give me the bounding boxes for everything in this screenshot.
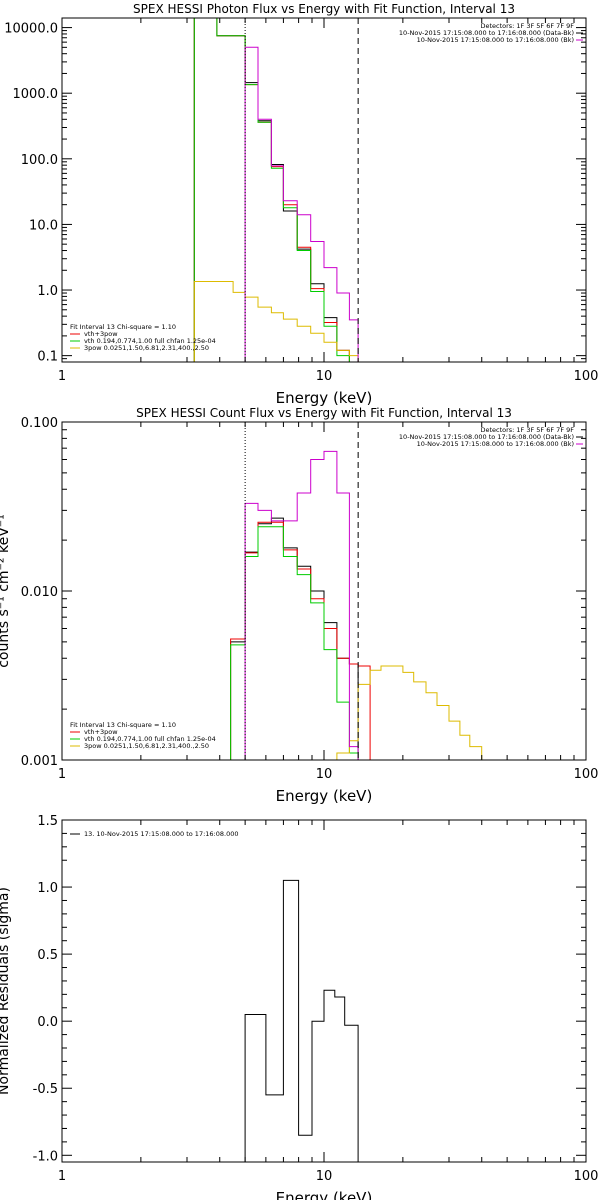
series-vth-line [230, 526, 359, 760]
series-vth-3pow-line [230, 521, 371, 760]
y-axis-label: counts s⁻¹ cm⁻² keV⁻¹ [0, 514, 12, 668]
y-tick-label: 0.0 [37, 1015, 58, 1030]
series-group [230, 450, 493, 760]
series-3pow-line [336, 665, 493, 760]
legend-entry: vth+3pow [84, 330, 118, 338]
legend-entry: 13. 10-Nov-2015 17:15:08.000 to 17:16:08… [84, 830, 238, 838]
x-tick-label: 100 [574, 767, 599, 782]
y-tick-label: 0.5 [37, 948, 58, 963]
chart-panel-2: 1 10 100 Energy (keV) 0.001 0.010 0.100 counts … [0, 406, 598, 805]
y-tick-label: 0.001 [21, 754, 58, 769]
legend-entry: vth 0.194,0.774,1.00 full chfan 1.25e-04 [84, 735, 216, 743]
chart-panel-3: 1 10 100 Energy (keV) -1.0 -0.5 0.0 0.5 1.0 1.5 No… [0, 814, 598, 1200]
legend-entry: Fit Interval 13 Chi-square = 1.10 [70, 323, 176, 331]
series-background-line [244, 46, 359, 362]
legend-entry: vth+3pow [84, 728, 118, 736]
y-tick-label: 0.1 [37, 350, 58, 365]
legend-entry: Fit Interval 13 Chi-square = 1.10 [70, 721, 176, 729]
series-group [244, 879, 359, 1162]
info-line: 10-Nov-2015 17:15:08.000 to 17:16:08.000… [399, 433, 574, 441]
x-tick-label: 1 [58, 767, 66, 782]
chart-title: SPEX HESSI Count Flux vs Energy with Fit… [136, 406, 512, 420]
y-tick-label: 1000.0 [13, 87, 59, 102]
legend-entry: 3pow 0.0251,1.50,6.81,2.31,400.,2.50 [84, 344, 209, 352]
x-axis-label: Energy (keV) [276, 787, 373, 805]
info-line: 10-Nov-2015 17:15:08.000 to 17:16:08.000… [399, 29, 574, 37]
x-axis-label: Energy (keV) [276, 1189, 373, 1200]
y-tick-label: -0.5 [33, 1082, 58, 1097]
legend-entry: vth 0.194,0.774,1.00 full chfan 1.25e-04 [84, 337, 216, 345]
series-data-line [230, 517, 359, 760]
y-tick-label: -1.0 [33, 1149, 58, 1164]
y-tick-label: 10000.0 [4, 22, 58, 37]
info-line: 10-Nov-2015 17:15:08.000 to 17:16:08.000… [417, 36, 574, 44]
y-tick-label: 1.0 [37, 284, 58, 299]
series-3pow-line [193, 281, 359, 362]
y-tick-label: 10.0 [29, 218, 58, 233]
y-tick-label: 0.100 [21, 416, 58, 431]
y-tick-label: 100.0 [21, 153, 58, 168]
info-line: Detectors: 1F 3F 5F 6F 7F 9F [480, 426, 574, 434]
x-tick-label: 10 [316, 369, 333, 384]
y-axis-label: Normalized Residuals (sigma) [0, 887, 12, 1095]
y-tick-label: 1.5 [37, 814, 58, 829]
x-tick-label: 100 [574, 369, 599, 384]
series-background-line [244, 450, 359, 760]
x-tick-label: 1 [58, 369, 66, 384]
x-tick-label: 10 [316, 767, 333, 782]
info-line: 10-Nov-2015 17:15:08.000 to 17:16:08.000… [417, 440, 574, 448]
x-tick-label: 100 [574, 1169, 599, 1184]
series-13-line [244, 879, 359, 1162]
info-line: Detectors: 1F 3F 5F 6F 7F 9F [480, 22, 574, 30]
x-tick-label: 1 [58, 1169, 66, 1184]
series-group [193, 18, 359, 362]
legend-entry: 3pow 0.0251,1.50,6.81,2.31,400.,2.50 [84, 742, 209, 750]
x-axis-label: Energy (keV) [276, 389, 373, 407]
y-tick-label: 0.010 [21, 585, 58, 600]
chart-title: SPEX HESSI Photon Flux vs Energy with Fi… [133, 2, 515, 16]
x-tick-label: 10 [316, 1169, 333, 1184]
y-tick-label: 1.0 [37, 881, 58, 896]
chart-panel-1: 1 10 100 Energy (keV) 0.1 1.0 10.0 100.0 1000.0 1… [4, 2, 598, 407]
